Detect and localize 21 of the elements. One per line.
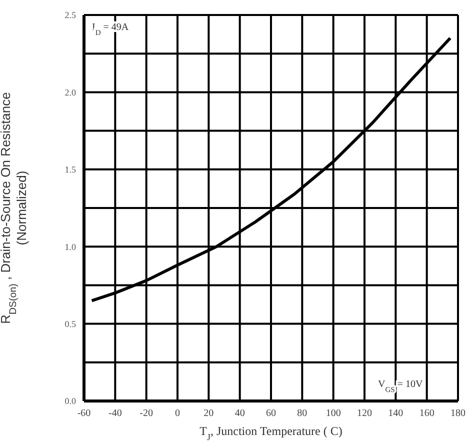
x-tick-label: 80 — [297, 408, 308, 420]
x-tick-label: -20 — [140, 408, 154, 420]
x-tick-label: 100 — [326, 408, 341, 420]
x-tick-label: 40 — [234, 408, 245, 420]
y-tick-label: 2.5 — [64, 10, 76, 20]
x-tick-label: 120 — [357, 408, 372, 420]
x-tick-label: 160 — [419, 408, 434, 420]
x-tick-label: 180 — [450, 408, 466, 420]
annotation: V$_{GS}$ = 10V — [378, 379, 424, 394]
y-tick-label: 0.0 — [64, 396, 76, 406]
x-tick-label: -40 — [108, 408, 122, 420]
y-tick-label: 1.5 — [64, 164, 76, 175]
x-tick-label: 140 — [388, 408, 404, 420]
x-axis-title: T$_{J}$, Junction Temperature ( C) — [200, 424, 342, 442]
x-tick-label: 0 — [175, 408, 180, 420]
x-tick-label: -60 — [77, 408, 91, 420]
y-tick-label: 2.0 — [64, 87, 76, 98]
x-tick-label: 20 — [204, 408, 214, 420]
y-tick-label: 0.5 — [64, 318, 76, 329]
x-tick-label: 60 — [266, 408, 276, 420]
y-tick-label: 1.0 — [64, 242, 76, 252]
